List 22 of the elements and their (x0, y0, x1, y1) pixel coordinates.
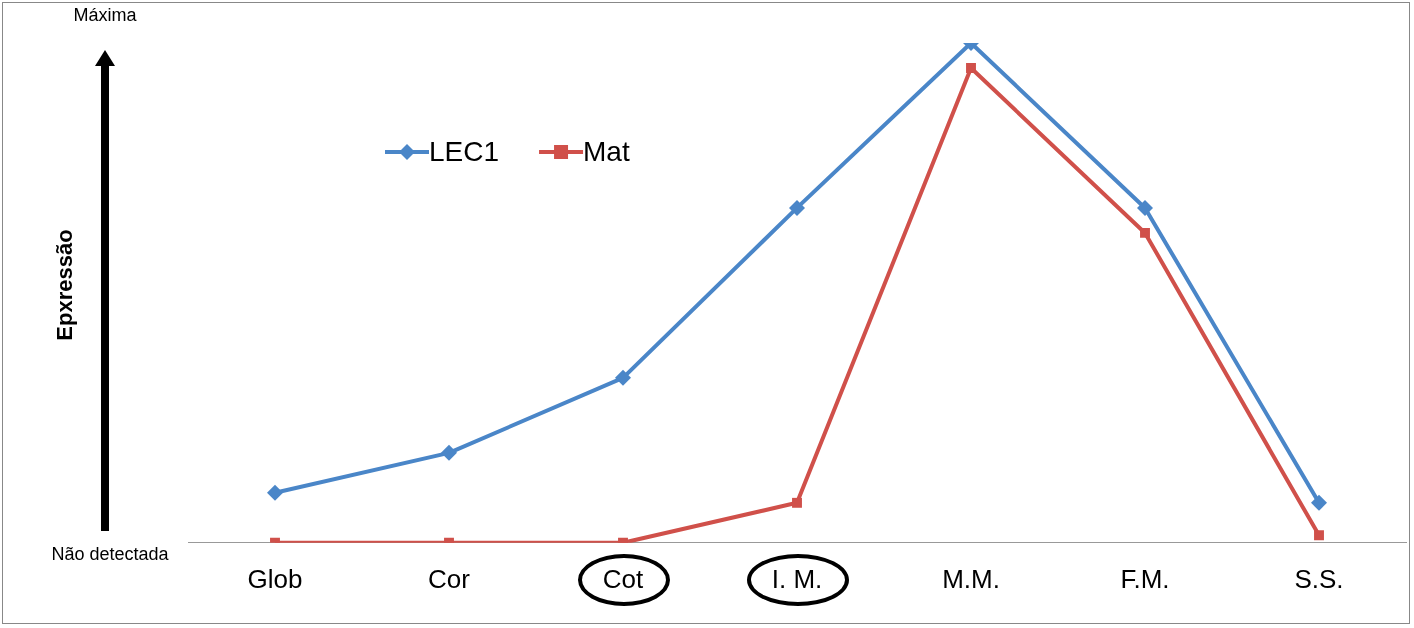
point (441, 444, 457, 461)
point (1311, 494, 1327, 511)
point (789, 199, 805, 216)
point (1137, 199, 1153, 216)
point (267, 484, 283, 501)
x-tick-label: Cot (602, 563, 644, 594)
x-tick-label: Glob (247, 563, 303, 594)
point (1140, 227, 1150, 238)
legend-label: Mat (583, 135, 630, 167)
legend-label: LEC1 (429, 135, 500, 167)
text: Não detectada (51, 543, 170, 564)
text: Epxressão (52, 229, 78, 341)
x-tick-label: Cor (428, 563, 471, 594)
text: Máxima (73, 4, 138, 25)
point (615, 369, 631, 386)
x-tick-label: M.M. (942, 563, 1000, 594)
point (1314, 530, 1324, 541)
point (966, 63, 976, 73)
point (792, 497, 802, 508)
x-tick-label: S.S. (1294, 563, 1344, 594)
x-tick-label: I. M. (771, 563, 823, 594)
x-tick-label: F.M. (1120, 563, 1170, 594)
